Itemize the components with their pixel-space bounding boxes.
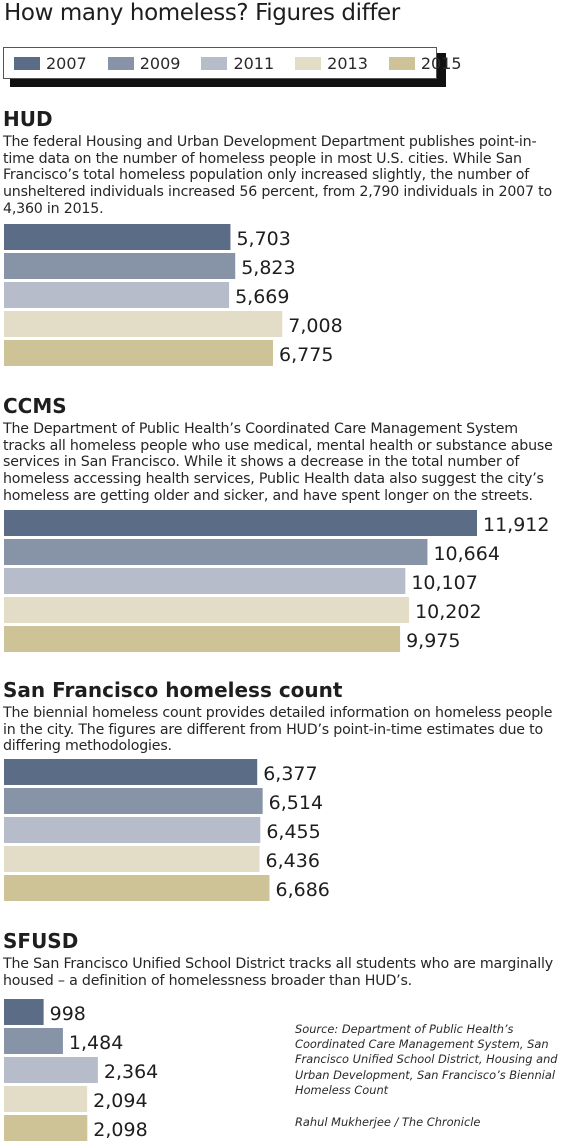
bar-value-label-2015: 2,098: [93, 1119, 147, 1141]
bar-chart-sf-count: 6,377 6,514 6,455 6,436 6,686: [4, 759, 330, 901]
bar-2011: [4, 568, 406, 594]
bar-value-label-2011: 10,107: [411, 572, 477, 594]
section-description: The federal Housing and Urban Developmen…: [3, 134, 552, 217]
bar-2013: [4, 311, 283, 337]
bar-value-label-2007: 5,703: [236, 228, 290, 250]
bar-value-label-2011: 5,669: [235, 286, 289, 308]
bar-2011: [4, 1057, 98, 1083]
bar-value-label-2011: 6,455: [266, 821, 320, 843]
section-description: The biennial homeless count provides det…: [3, 705, 553, 755]
bar-2009: [4, 1028, 63, 1054]
bar-2007: [4, 510, 477, 536]
bar-2007: [4, 224, 231, 250]
legend-swatch-2011: [201, 56, 228, 70]
bar-2015: [4, 340, 274, 366]
legend-item-2007: 2007: [14, 54, 87, 73]
section-description: The Department of Public Health’s Coordi…: [3, 421, 553, 504]
bar-value-label-2011: 2,364: [104, 1061, 158, 1083]
bar-2007: [4, 999, 44, 1025]
chart-title: How many homeless? Figures differ: [4, 0, 400, 26]
bar-value-label-2009: 6,514: [269, 792, 323, 814]
bar-2013: [4, 1086, 88, 1112]
section-title: CCMS: [3, 394, 67, 418]
legend-swatch-2013: [295, 56, 322, 70]
bar-2013: [4, 846, 260, 872]
legend-item-2011: 2011: [201, 54, 274, 73]
bar-value-label-2015: 9,975: [406, 630, 460, 652]
legend-swatch-2009: [107, 56, 134, 70]
bar-2011: [4, 817, 261, 843]
legend-item-2009: 2009: [107, 53, 181, 73]
bar-chart-hud: 5,703 5,823 5,669 7,008 6,775: [4, 224, 343, 366]
section-title: San Francisco homeless count: [3, 678, 343, 702]
bar-value-label-2013: 10,202: [415, 601, 481, 623]
legend-label-2011: 2011: [233, 53, 275, 73]
legend-item-2015: 2015: [388, 53, 462, 73]
bar-value-label-2007: 6,377: [263, 763, 317, 785]
bar-value-label-2009: 1,484: [69, 1032, 123, 1054]
bar-chart-sfusd: 998 1,484 2,364 2,094 2,098: [4, 999, 158, 1141]
bar-2015: [4, 875, 270, 901]
bar-2009: [4, 253, 236, 279]
legend-label-2015: 2015: [420, 53, 462, 73]
section-title: HUD: [3, 107, 53, 131]
legend: 2007 2009 2011 2013 2015: [3, 47, 462, 87]
bar-value-label-2015: 6,686: [275, 879, 329, 901]
bar-2011: [4, 282, 230, 308]
bar-value-label-2009: 10,664: [433, 543, 499, 565]
bar-2015: [4, 1115, 88, 1141]
bar-value-label-2007: 11,912: [483, 514, 549, 536]
legend-swatch-2015: [388, 56, 415, 70]
bar-value-label-2015: 6,775: [279, 344, 333, 366]
bar-value-label-2009: 5,823: [241, 257, 295, 279]
bar-2009: [4, 788, 263, 814]
source-note: Source: Department of Public Health’s Co…: [295, 1022, 558, 1097]
legend-box: 2007 2009 2011 2013 2015: [3, 47, 462, 79]
bar-value-label-2013: 2,094: [93, 1090, 147, 1112]
credit-line: Rahul Mukherjee / The Chronicle: [295, 1115, 481, 1129]
bar-value-label-2007: 998: [50, 1003, 86, 1025]
legend-label-2013: 2013: [327, 53, 368, 73]
section-title: SFUSD: [3, 929, 79, 953]
bar-value-label-2013: 7,008: [288, 315, 342, 337]
bar-2009: [4, 539, 428, 565]
legend-swatch-2007: [14, 56, 40, 70]
bar-2013: [4, 597, 410, 623]
legend-label-2007: 2007: [46, 53, 87, 73]
bar-value-label-2013: 6,436: [266, 850, 320, 872]
bar-chart-ccms: 11,912 10,664 10,107 10,202 9,975: [4, 510, 549, 652]
legend-label-2009: 2009: [139, 53, 181, 73]
bar-2015: [4, 626, 401, 652]
legend-item-2013: 2013: [295, 54, 368, 73]
section-description: The San Francisco Unified School Distric…: [3, 956, 553, 989]
bar-2007: [4, 759, 258, 785]
